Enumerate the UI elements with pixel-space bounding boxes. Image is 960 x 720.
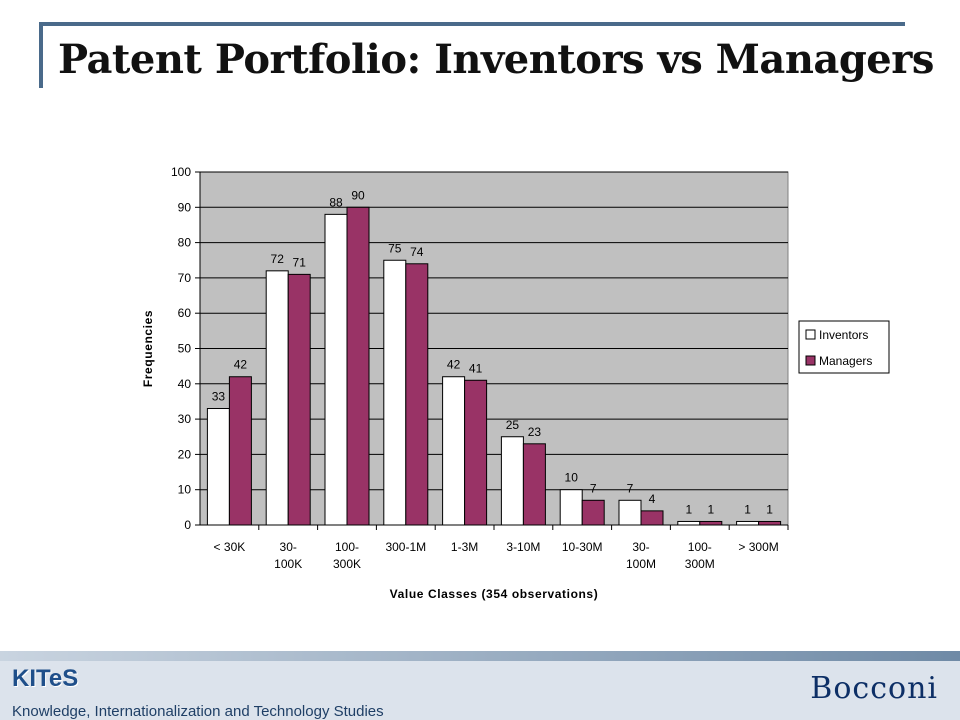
legend-label: Inventors — [819, 328, 868, 342]
y-tick-label: 90 — [178, 200, 192, 214]
x-tick-label: 30-100K — [274, 540, 302, 571]
data-label: 41 — [469, 361, 483, 375]
data-label: 7 — [590, 481, 597, 495]
bar-inventors — [383, 259, 407, 526]
bar-managers — [640, 510, 664, 526]
x-tick-label: 100-300K — [333, 540, 361, 571]
data-label: 7 — [627, 481, 634, 495]
y-axis-title: Frequencies — [141, 310, 155, 387]
bar-inventors — [736, 520, 760, 526]
bar-managers — [522, 443, 546, 526]
y-tick-label: 80 — [178, 236, 192, 250]
x-tick-label: 100-300M — [685, 540, 715, 571]
bar-inventors — [324, 213, 348, 526]
y-tick-label: 70 — [178, 271, 192, 285]
x-tick-label: 3-10M — [506, 540, 540, 554]
bar-inventors — [677, 520, 701, 526]
data-label: 71 — [293, 255, 307, 269]
x-tick-label: 30-100M — [626, 540, 656, 571]
title-accent-bar — [39, 22, 905, 26]
data-label: 1 — [766, 502, 773, 516]
bar-managers — [581, 499, 605, 526]
bar-inventors — [500, 436, 524, 526]
bar-inventors — [442, 376, 466, 526]
data-label: 1 — [707, 502, 714, 516]
x-tick-label: 10-30M — [562, 540, 603, 554]
bocconi-logo: Bocconi — [810, 671, 938, 706]
data-label: 72 — [271, 252, 285, 266]
y-tick-label: 20 — [178, 447, 192, 461]
title-accent-bar-vertical — [39, 22, 43, 88]
bar-managers — [699, 520, 723, 526]
data-label: 75 — [388, 241, 402, 255]
x-tick-label: 300-1M — [385, 540, 426, 554]
legend-swatch — [805, 355, 816, 366]
kites-logo: KITeS — [12, 665, 79, 692]
y-tick-label: 10 — [178, 483, 192, 497]
footer-subtitle: Knowledge, Internationalization and Tech… — [12, 703, 384, 720]
data-label: 90 — [351, 188, 365, 202]
data-label: 42 — [447, 358, 461, 372]
y-tick-label: 40 — [178, 377, 192, 391]
x-axis-title: Value Classes (354 observations) — [390, 587, 599, 601]
legend-swatch — [805, 329, 816, 340]
y-tick-label: 50 — [178, 342, 192, 356]
bar-inventors — [618, 499, 642, 526]
data-label: 1 — [685, 502, 692, 516]
bar-inventors — [206, 408, 230, 526]
slide-title: Patent Portfolio: Inventors vs Managers — [58, 36, 934, 83]
data-label: 4 — [649, 492, 656, 506]
bar-managers — [228, 376, 252, 526]
x-tick-label: > 300M — [738, 540, 778, 554]
data-label: 42 — [234, 358, 248, 372]
footer: KITeS Knowledge, Internationalization an… — [0, 661, 960, 720]
bar-managers — [405, 263, 429, 526]
data-label: 25 — [506, 418, 520, 432]
footer-gradient-band — [0, 651, 960, 661]
legend-label: Managers — [819, 354, 872, 368]
data-label: 88 — [329, 195, 343, 209]
data-label: 74 — [410, 245, 424, 259]
bar-managers — [758, 520, 782, 526]
x-tick-label: < 30K — [214, 540, 246, 554]
y-tick-label: 60 — [178, 306, 192, 320]
data-label: 1 — [744, 502, 751, 516]
bar-managers — [287, 273, 311, 526]
data-label: 33 — [212, 390, 226, 404]
y-tick-label: 0 — [184, 518, 191, 532]
x-tick-label: 1-3M — [451, 540, 478, 554]
bar-managers — [346, 206, 370, 526]
bar-managers — [464, 379, 488, 526]
data-label: 23 — [528, 425, 542, 439]
y-tick-label: 100 — [171, 165, 191, 179]
bar-inventors — [265, 270, 289, 526]
y-tick-label: 30 — [178, 412, 192, 426]
bar-inventors — [559, 489, 583, 526]
data-label: 10 — [565, 471, 579, 485]
